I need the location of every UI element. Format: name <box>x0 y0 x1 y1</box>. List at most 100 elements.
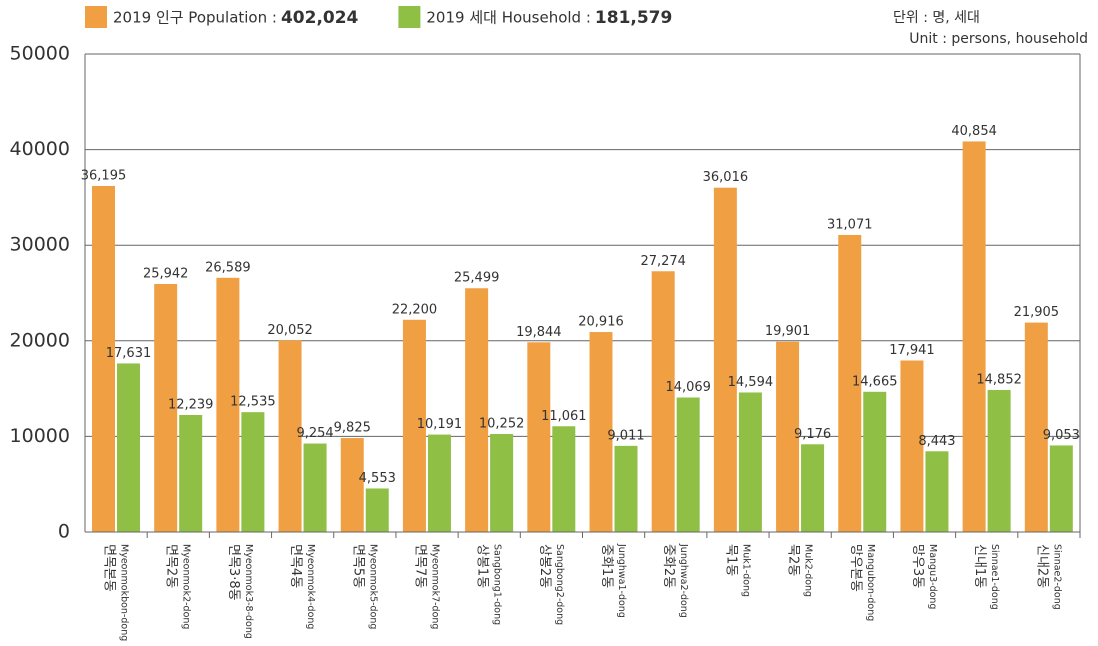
value-label: 40,854 <box>951 124 997 139</box>
x-tick-label: 면목4동 <box>288 544 303 588</box>
value-label: 36,195 <box>81 168 127 183</box>
y-tick-label: 20000 <box>10 329 70 351</box>
value-label: 9,825 <box>334 421 371 436</box>
bar <box>427 434 451 532</box>
bar <box>117 363 140 532</box>
value-label: 14,594 <box>728 375 774 390</box>
x-tick-label: 면목7동 <box>412 544 427 588</box>
legend-swatch <box>398 6 421 28</box>
value-label: 10,252 <box>479 416 525 431</box>
value-label: 9,053 <box>1043 428 1080 443</box>
bar <box>738 392 762 532</box>
x-tick-label-en: Mangubon-dong <box>865 544 876 621</box>
bar <box>801 444 825 532</box>
bar <box>402 319 426 532</box>
x-tick-label: 망우3동 <box>910 544 925 588</box>
bar <box>651 271 675 532</box>
bar <box>92 185 115 532</box>
x-tick-label: 신내2동 <box>1034 544 1049 588</box>
value-label: 12,535 <box>230 395 276 410</box>
x-tick-label: 묵1동 <box>723 544 738 576</box>
bar <box>365 488 389 532</box>
bar <box>838 234 862 532</box>
bar <box>154 283 178 532</box>
value-label: 17,631 <box>106 346 152 361</box>
value-label: 20,916 <box>578 315 624 330</box>
value-label: 25,499 <box>454 271 500 286</box>
y-tick-label: 10000 <box>10 425 70 447</box>
x-tick-label: 면목2동 <box>164 544 179 588</box>
value-label: 36,016 <box>703 170 749 185</box>
value-label: 31,071 <box>827 217 873 232</box>
x-tick-label: 면목3·8동 <box>226 544 241 601</box>
bar <box>925 451 949 532</box>
value-label: 11,061 <box>541 409 587 424</box>
value-label: 25,942 <box>143 266 189 281</box>
legend-label: 2019 세대 Household : <box>426 9 591 27</box>
x-tick-label-en: Junghwa1-dong <box>616 543 627 618</box>
value-label: 9,254 <box>296 426 333 441</box>
unit-note: 단위 : 명, 세대 <box>893 10 980 26</box>
x-tick-label: 면목본동 <box>102 544 117 592</box>
x-tick-label-en: Sinnae1-dong <box>989 544 1000 610</box>
value-label: 8,443 <box>918 434 955 449</box>
bar <box>900 360 924 532</box>
bar <box>713 187 737 532</box>
legend-total: 181,579 <box>595 8 672 28</box>
legend-label: 2019 인구 Population : <box>113 9 277 27</box>
value-label: 14,665 <box>852 374 898 389</box>
value-label: 19,844 <box>516 325 562 340</box>
bar <box>1024 322 1048 532</box>
x-tick-label-en: Muk1-dong <box>740 544 751 597</box>
bar <box>987 390 1011 532</box>
x-tick-label-en: Sinnae2-dong <box>1051 544 1062 610</box>
x-tick-label-en: Myeonmok4-dong <box>305 544 316 629</box>
x-tick-label: 상봉2동 <box>537 544 552 588</box>
x-tick-label: 중화2동 <box>661 544 676 588</box>
bar <box>216 277 240 532</box>
value-label: 14,069 <box>665 380 711 395</box>
bar <box>465 288 489 532</box>
bar <box>303 443 327 532</box>
x-tick-label: 면목5동 <box>350 544 365 588</box>
bar <box>490 433 514 532</box>
bar <box>552 426 576 532</box>
y-tick-label: 0 <box>58 521 70 543</box>
unit-note: Unit : persons, household <box>909 31 1088 47</box>
value-label: 19,901 <box>765 324 811 339</box>
x-tick-label-en: Sangbong2-dong <box>554 544 565 625</box>
x-tick-label-en: Myeonmok3-8-dong <box>243 544 254 639</box>
x-tick-label: 망우본동 <box>848 544 863 592</box>
bar <box>241 412 265 532</box>
value-label: 9,176 <box>794 427 831 442</box>
legend-swatch <box>85 6 107 28</box>
bar <box>527 342 551 532</box>
x-tick-label-en: Muk2-dong <box>803 544 814 597</box>
x-tick-label-en: Sangbong1-dong <box>492 544 503 625</box>
legend-total: 402,024 <box>281 8 359 28</box>
value-label: 9,011 <box>607 428 644 443</box>
bar <box>676 397 700 532</box>
value-label: 12,239 <box>168 397 214 412</box>
bar <box>340 438 364 532</box>
bar <box>776 341 800 532</box>
x-tick-label-en: Mangu3-dong <box>927 544 938 609</box>
x-tick-label: 신내1동 <box>972 544 987 588</box>
value-label: 27,274 <box>640 254 686 269</box>
value-label: 26,589 <box>205 260 251 275</box>
x-tick-label: 상봉1동 <box>475 544 490 588</box>
bar <box>589 332 613 532</box>
bar <box>962 141 986 532</box>
x-tick-label-en: Myeonmok2-dong <box>181 544 192 629</box>
bar <box>863 391 887 532</box>
bar <box>179 414 203 532</box>
value-label: 17,941 <box>889 343 935 358</box>
value-label: 4,553 <box>359 471 396 486</box>
value-label: 20,052 <box>267 323 313 338</box>
value-label: 21,905 <box>1014 305 1060 320</box>
y-tick-label: 40000 <box>10 138 70 160</box>
y-tick-label: 30000 <box>10 234 70 256</box>
y-tick-label: 50000 <box>10 43 70 65</box>
